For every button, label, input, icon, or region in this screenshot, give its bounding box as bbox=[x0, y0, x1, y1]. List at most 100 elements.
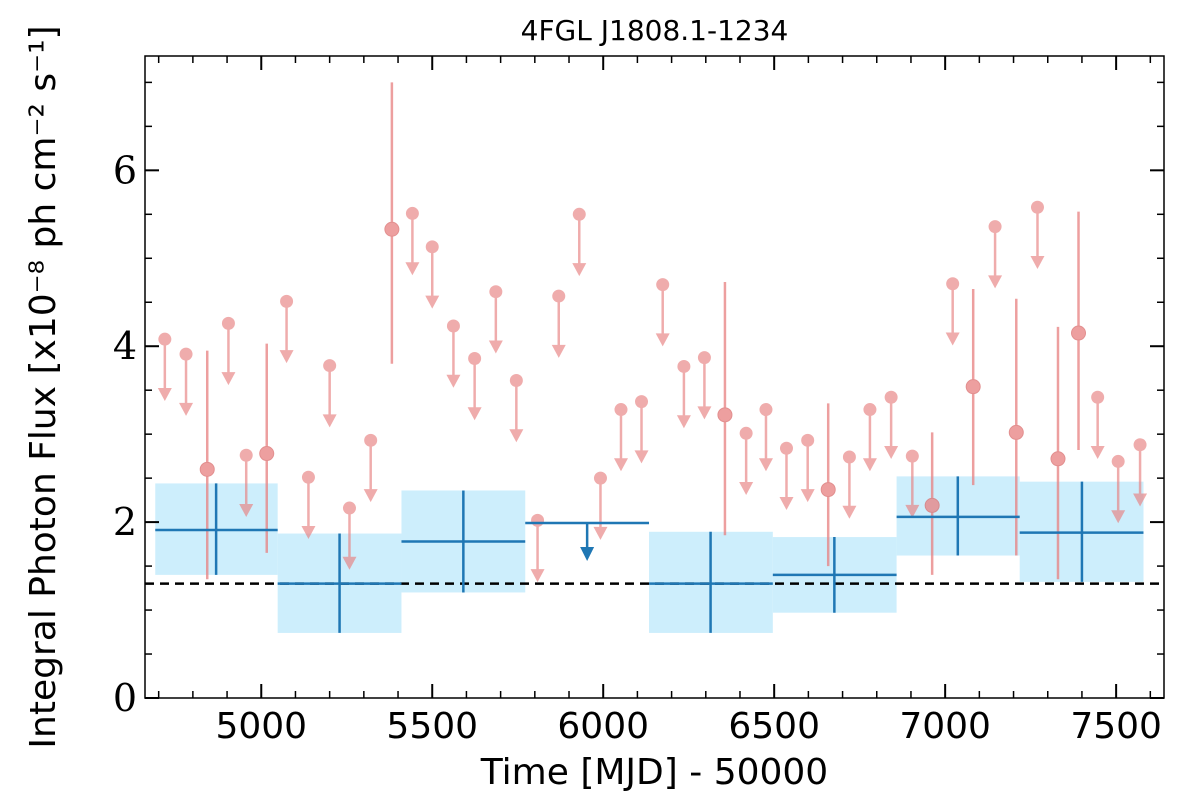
upper-limit-arrowhead bbox=[905, 504, 920, 518]
short-bin-upper-limit bbox=[179, 347, 194, 416]
short-bin-point bbox=[259, 343, 275, 553]
upper-limit-marker bbox=[280, 294, 294, 308]
upper-limit-arrowhead bbox=[1090, 445, 1105, 459]
upper-limit-marker bbox=[1091, 390, 1105, 404]
y-tick-label: 2 bbox=[113, 500, 137, 544]
upper-limit-arrowhead bbox=[634, 450, 649, 464]
short-bin-point bbox=[1050, 326, 1066, 580]
upper-limit-marker bbox=[446, 319, 460, 333]
short-bin-upper-limit bbox=[655, 278, 670, 347]
upper-limit-marker bbox=[801, 433, 815, 447]
data-point bbox=[924, 497, 940, 513]
long-bin-points bbox=[155, 476, 1144, 633]
short-bin-upper-limit bbox=[800, 433, 815, 503]
short-bin-upper-limit bbox=[676, 359, 691, 429]
upper-limit-marker bbox=[425, 240, 439, 254]
upper-limit-arrowhead bbox=[488, 340, 503, 354]
long-bin-point bbox=[649, 531, 773, 633]
x-axis-label: Time [MJD] - 50000 bbox=[480, 752, 828, 793]
short-bin-upper-limit bbox=[884, 390, 899, 459]
x-tick-label: 5500 bbox=[386, 706, 478, 747]
long-bin-point bbox=[772, 537, 897, 613]
short-bin-upper-limit bbox=[1133, 438, 1148, 507]
upper-limit-arrowhead bbox=[221, 372, 236, 386]
upper-limit-arrowhead bbox=[446, 374, 461, 388]
upper-limit-marker bbox=[531, 513, 545, 527]
upper-limit-arrowhead bbox=[572, 263, 587, 277]
upper-limit-arrowhead bbox=[467, 407, 482, 421]
short-bin-point bbox=[1071, 211, 1087, 450]
short-bin-upper-limit bbox=[1111, 454, 1126, 524]
upper-limit-marker bbox=[239, 448, 253, 462]
short-bin-point bbox=[924, 432, 940, 575]
short-bin-upper-limit bbox=[739, 426, 754, 496]
x-tick-label: 5000 bbox=[215, 706, 307, 747]
upper-limit-arrowhead bbox=[884, 445, 899, 459]
short-bin-upper-limit bbox=[862, 403, 877, 472]
upper-limit-arrowhead bbox=[425, 295, 440, 309]
upper-limit-marker bbox=[342, 501, 356, 515]
short-bin-upper-limit bbox=[779, 441, 794, 511]
upper-limit-arrowhead bbox=[842, 505, 857, 519]
axis-ticks: 5000 5500 6000 6500 7000 7500 0 2 4 6 bbox=[113, 56, 1164, 747]
upper-limit-arrowhead bbox=[1133, 493, 1148, 507]
short-bin-upper-limit bbox=[322, 359, 337, 428]
upper-limit-arrowhead bbox=[800, 489, 815, 503]
short-bin-upper-limit bbox=[446, 319, 461, 388]
y-tick-label: 6 bbox=[113, 148, 137, 192]
x-tick-label: 6000 bbox=[557, 706, 649, 747]
short-bin-upper-limit bbox=[221, 316, 236, 386]
short-bin-upper-limit bbox=[551, 289, 566, 358]
short-bin-upper-limit bbox=[157, 332, 172, 401]
upper-limit-marker bbox=[221, 316, 235, 330]
data-point bbox=[199, 461, 215, 477]
upper-limit-marker bbox=[635, 395, 649, 409]
short-bin-upper-limit bbox=[842, 450, 857, 519]
upper-limit-marker bbox=[158, 332, 172, 346]
short-bin-upper-limit bbox=[634, 395, 649, 464]
data-point bbox=[717, 407, 733, 423]
upper-limit-marker bbox=[1111, 454, 1125, 468]
short-bin-upper-limit bbox=[1090, 390, 1105, 459]
long-bin-point bbox=[277, 533, 402, 633]
upper-limit-arrowhead bbox=[613, 458, 628, 472]
short-bin-upper-limit bbox=[905, 449, 920, 518]
upper-limit-marker bbox=[593, 471, 607, 485]
x-tick-label: 7000 bbox=[899, 706, 991, 747]
upper-limit-marker bbox=[179, 347, 193, 361]
upper-limit-marker bbox=[364, 433, 378, 447]
upper-limit-arrowhead bbox=[551, 344, 566, 358]
upper-limit-marker bbox=[677, 359, 691, 373]
upper-limit-marker bbox=[988, 220, 1002, 234]
upper-limit-arrowhead bbox=[655, 333, 670, 347]
short-bin-upper-limit bbox=[467, 352, 482, 421]
upper-limit-marker bbox=[614, 403, 628, 417]
upper-limit-marker bbox=[509, 374, 523, 388]
short-bin-upper-limit bbox=[405, 206, 420, 276]
upper-limit-arrowhead bbox=[509, 429, 524, 443]
upper-limit-marker bbox=[1030, 200, 1044, 214]
data-point bbox=[1008, 424, 1024, 440]
y-tick-label: 0 bbox=[113, 676, 137, 720]
upper-limit-marker bbox=[697, 351, 711, 365]
upper-limit-arrowhead bbox=[862, 458, 877, 472]
short-bin-upper-limit bbox=[945, 277, 960, 346]
upper-limit-arrowhead bbox=[988, 275, 1003, 289]
upper-limit-arrowhead bbox=[945, 332, 960, 346]
short-bin-detections bbox=[199, 82, 1087, 580]
upper-limit-marker bbox=[468, 352, 482, 366]
plot-frame bbox=[144, 55, 1165, 699]
upper-limit-arrowhead bbox=[1030, 256, 1045, 270]
long-bin-upper-limit bbox=[525, 521, 650, 561]
upper-limit-arrowhead bbox=[239, 504, 254, 518]
upper-limit-arrowhead bbox=[322, 414, 337, 428]
short-bin-point bbox=[965, 289, 981, 486]
upper-limit-marker bbox=[405, 206, 419, 220]
upper-limit-arrowhead bbox=[1111, 510, 1126, 524]
short-bin-upper-limit bbox=[301, 470, 316, 540]
upper-limit-marker bbox=[842, 450, 856, 464]
x-tick-label: 6500 bbox=[728, 706, 820, 747]
upper-limit-marker bbox=[1133, 438, 1147, 452]
upper-limit-marker bbox=[884, 390, 898, 404]
